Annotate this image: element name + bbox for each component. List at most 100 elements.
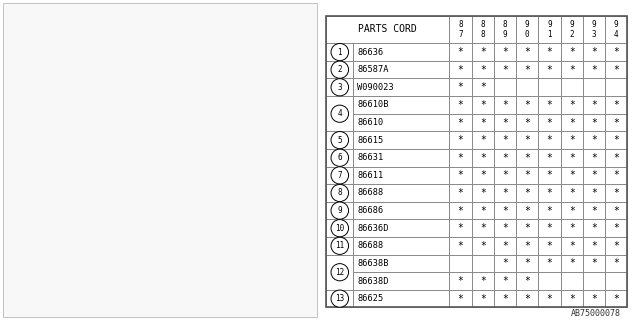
Bar	[605, 220, 627, 237]
Text: 8
8: 8 8	[481, 20, 485, 39]
Bar	[494, 149, 516, 166]
Text: 86686: 86686	[357, 206, 383, 215]
Text: *: *	[524, 188, 530, 198]
Bar	[326, 149, 353, 166]
Bar	[583, 149, 605, 166]
Bar	[353, 202, 449, 220]
Text: *: *	[613, 135, 619, 145]
Bar	[561, 202, 583, 220]
Bar	[561, 61, 583, 78]
Bar	[353, 290, 449, 308]
Text: 86610: 86610	[357, 118, 383, 127]
Bar	[353, 184, 449, 202]
Text: *: *	[480, 276, 486, 286]
Bar	[516, 149, 538, 166]
Bar	[561, 166, 583, 184]
Bar	[538, 131, 561, 149]
Text: *: *	[458, 153, 463, 163]
Bar	[449, 184, 472, 202]
Bar	[516, 290, 538, 308]
Text: *: *	[524, 47, 530, 57]
Text: *: *	[458, 241, 463, 251]
Text: *: *	[547, 241, 552, 251]
Bar	[353, 131, 449, 149]
Text: 86615: 86615	[357, 136, 383, 145]
Bar	[583, 61, 605, 78]
Bar	[494, 255, 516, 272]
Text: *: *	[569, 153, 575, 163]
Bar	[583, 290, 605, 308]
Bar	[494, 184, 516, 202]
Text: *: *	[591, 223, 597, 233]
Bar	[561, 184, 583, 202]
Bar	[605, 43, 627, 61]
Text: AB75000078: AB75000078	[571, 309, 621, 318]
Text: *: *	[502, 170, 508, 180]
Bar	[494, 202, 516, 220]
Bar	[353, 43, 449, 61]
Text: *: *	[547, 170, 552, 180]
Text: *: *	[569, 259, 575, 268]
Bar	[516, 131, 538, 149]
Circle shape	[331, 264, 349, 281]
Bar	[353, 272, 449, 290]
Text: *: *	[458, 223, 463, 233]
Text: 8
7: 8 7	[458, 20, 463, 39]
Circle shape	[331, 237, 349, 254]
Bar	[605, 166, 627, 184]
Bar	[353, 220, 449, 237]
Text: *: *	[569, 65, 575, 75]
Text: *: *	[480, 241, 486, 251]
Text: *: *	[502, 100, 508, 110]
Bar	[538, 61, 561, 78]
Bar	[353, 61, 449, 78]
Bar	[583, 272, 605, 290]
Bar	[326, 96, 353, 131]
Text: *: *	[547, 294, 552, 304]
Bar	[583, 202, 605, 220]
Bar	[561, 290, 583, 308]
Bar	[561, 220, 583, 237]
Bar	[494, 16, 516, 43]
Bar	[538, 255, 561, 272]
Bar	[516, 272, 538, 290]
Bar	[605, 16, 627, 43]
Bar	[449, 96, 472, 114]
Bar	[472, 114, 494, 131]
Bar	[353, 96, 449, 114]
Text: 7: 7	[337, 171, 342, 180]
Text: *: *	[591, 117, 597, 128]
Text: 86638B: 86638B	[357, 259, 388, 268]
Bar	[538, 96, 561, 114]
Bar	[561, 237, 583, 255]
Text: *: *	[591, 135, 597, 145]
Bar	[561, 131, 583, 149]
Text: *: *	[613, 259, 619, 268]
Bar	[353, 114, 449, 131]
Text: *: *	[613, 153, 619, 163]
Text: *: *	[524, 259, 530, 268]
Bar	[516, 96, 538, 114]
Text: 10: 10	[335, 224, 344, 233]
Bar	[583, 255, 605, 272]
Bar	[538, 290, 561, 308]
Text: *: *	[502, 117, 508, 128]
Bar	[494, 78, 516, 96]
Bar	[494, 131, 516, 149]
Text: *: *	[569, 47, 575, 57]
Bar	[326, 61, 353, 78]
Text: 9
2: 9 2	[570, 20, 574, 39]
Text: *: *	[458, 205, 463, 216]
Text: *: *	[524, 135, 530, 145]
Text: 9: 9	[337, 206, 342, 215]
Bar	[449, 131, 472, 149]
Bar	[449, 166, 472, 184]
Bar	[538, 149, 561, 166]
Bar	[538, 202, 561, 220]
Bar	[583, 184, 605, 202]
Text: *: *	[480, 188, 486, 198]
Bar	[516, 166, 538, 184]
Text: *: *	[591, 205, 597, 216]
Bar	[561, 16, 583, 43]
Bar	[494, 290, 516, 308]
